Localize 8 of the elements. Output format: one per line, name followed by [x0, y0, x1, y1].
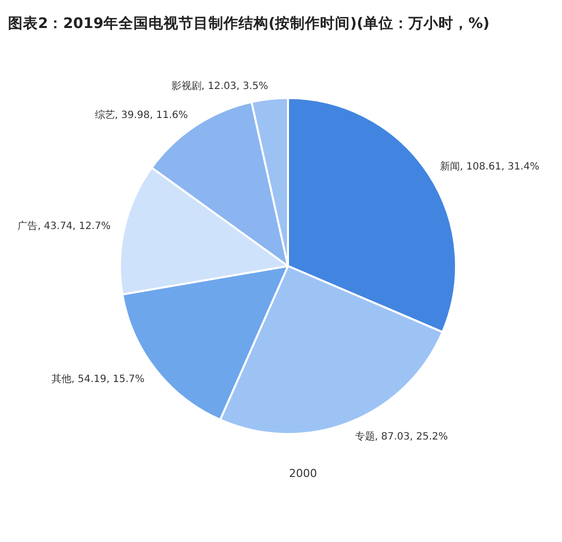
text: 2000	[289, 467, 317, 480]
chart-title: 图表2：2019年全国电视节目制作结构(按制作时间)(单位：万小时，%)	[8, 15, 490, 32]
slice-label: 专题, 87.03, 25.2%	[354, 430, 448, 442]
slice-label: 新闻, 108.61, 31.4%	[440, 160, 540, 173]
slice-label: 其他, 54.19, 15.7%	[51, 372, 145, 385]
slice-label: 综艺, 39.98, 11.6%	[94, 108, 188, 121]
slice-label: 影视剧, 12.03, 3.5%	[171, 80, 268, 92]
slice-label: 广告, 43.74, 12.7%	[18, 220, 111, 232]
